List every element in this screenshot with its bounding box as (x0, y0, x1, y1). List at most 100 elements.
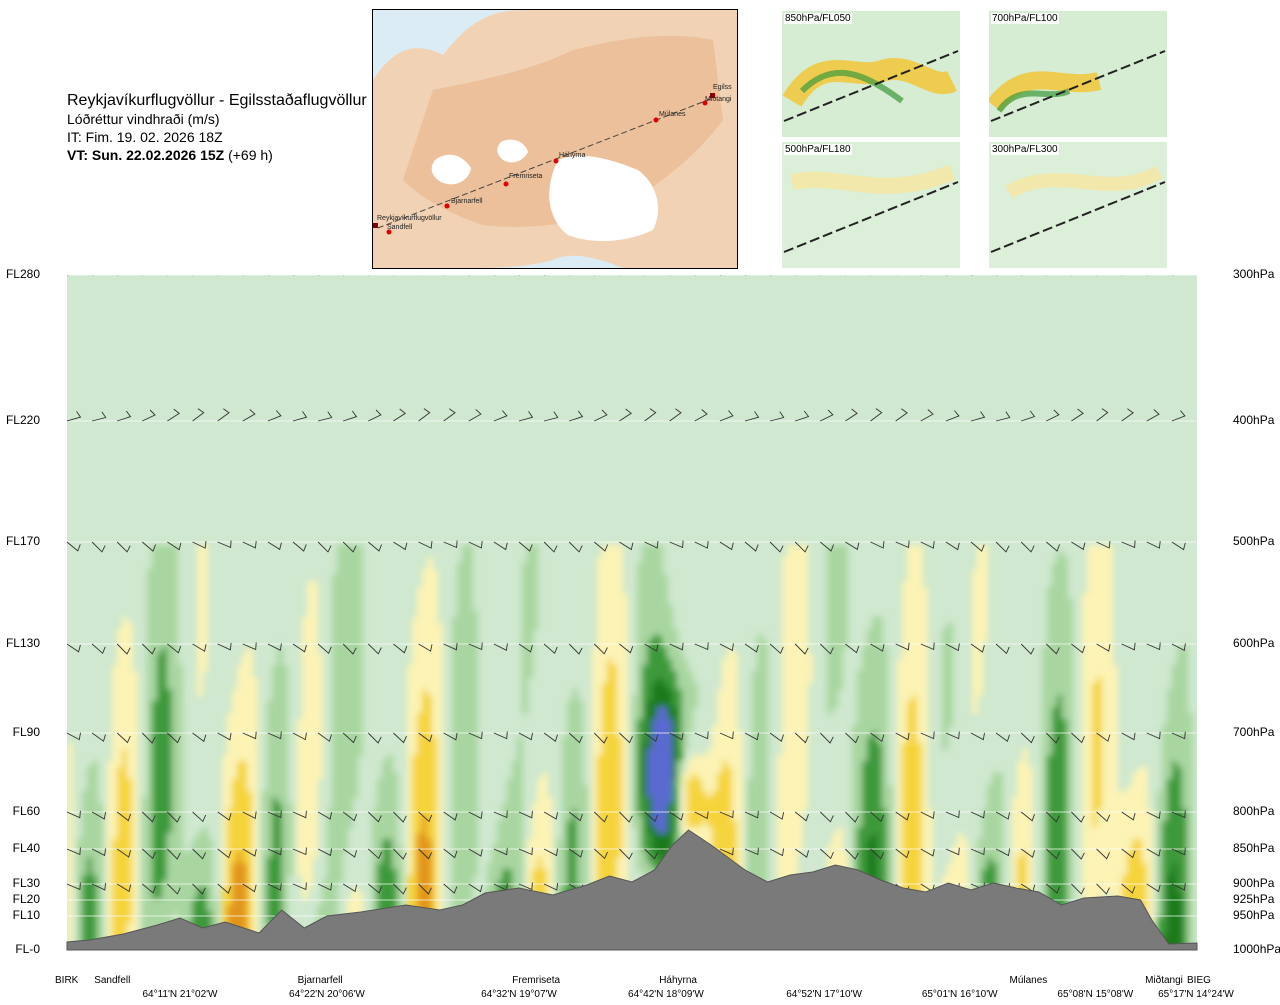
velocity-cell (247, 893, 253, 900)
velocity-cell (332, 677, 338, 684)
velocity-cell (242, 833, 248, 840)
velocity-cell (617, 737, 623, 744)
velocity-cell (472, 647, 478, 654)
velocity-cell (697, 827, 703, 834)
velocity-cell (317, 671, 323, 678)
velocity-cell (452, 863, 458, 870)
velocity-cell (112, 743, 118, 750)
velocity-cell (227, 761, 233, 768)
velocity-cell (177, 725, 183, 732)
velocity-cell (132, 797, 138, 804)
velocity-cell (122, 773, 128, 780)
velocity-cell (167, 605, 173, 612)
velocity-cell (462, 893, 468, 900)
velocity-cell (252, 803, 258, 810)
velocity-cell (527, 611, 533, 618)
velocity-cell (357, 737, 363, 744)
velocity-cell (432, 701, 438, 708)
velocity-cell (132, 893, 138, 900)
velocity-cell (462, 779, 468, 786)
velocity-cell (657, 803, 663, 810)
velocity-cell (167, 911, 173, 918)
velocity-cell (262, 851, 268, 858)
velocity-cell (727, 689, 733, 696)
velocity-cell (597, 707, 603, 714)
velocity-cell (637, 713, 643, 720)
velocity-cell (452, 629, 458, 636)
velocity-cell (672, 683, 678, 690)
velocity-cell (722, 779, 728, 786)
velocity-cell (172, 839, 178, 846)
velocity-cell (152, 767, 158, 774)
velocity-cell (77, 875, 83, 882)
velocity-cell (67, 797, 73, 804)
velocity-cell (727, 827, 733, 834)
velocity-cell (202, 569, 208, 576)
velocity-cell (647, 749, 653, 756)
velocity-cell (707, 833, 713, 840)
velocity-cell (92, 767, 98, 774)
velocity-cell (152, 707, 158, 714)
velocity-cell (202, 665, 208, 672)
velocity-cell (567, 707, 573, 714)
velocity-cell (592, 725, 598, 732)
velocity-cell (112, 905, 118, 912)
velocity-cell (697, 773, 703, 780)
velocity-cell (412, 887, 418, 894)
velocity-cell (337, 827, 343, 834)
velocity-cell (422, 599, 428, 606)
velocity-cell (637, 731, 643, 738)
velocity-cell (357, 647, 363, 654)
velocity-cell (687, 707, 693, 714)
velocity-cell (462, 767, 468, 774)
velocity-cell (117, 635, 123, 642)
velocity-cell (337, 857, 343, 864)
velocity-cell (612, 821, 618, 828)
velocity-cell (432, 599, 438, 606)
velocity-cell (337, 551, 343, 558)
velocity-cell (122, 653, 128, 660)
velocity-cell (712, 749, 718, 756)
velocity-cell (722, 659, 728, 666)
velocity-cell (582, 815, 588, 822)
velocity-cell (432, 773, 438, 780)
velocity-cell (607, 545, 613, 552)
velocity-cell (672, 695, 678, 702)
velocity-cell (662, 593, 668, 600)
velocity-cell (87, 875, 93, 882)
velocity-cell (267, 815, 273, 822)
velocity-cell (262, 815, 268, 822)
velocity-cell (237, 773, 243, 780)
velocity-cell (652, 689, 658, 696)
velocity-cell (512, 821, 518, 828)
velocity-cell (152, 785, 158, 792)
velocity-cell (352, 893, 358, 900)
velocity-cell (602, 563, 608, 570)
velocity-cell (312, 839, 318, 846)
velocity-cell (612, 569, 618, 576)
velocity-cell (232, 803, 238, 810)
velocity-cell (122, 749, 128, 756)
velocity-cell (342, 719, 348, 726)
velocity-cell (337, 701, 343, 708)
velocity-cell (717, 725, 723, 732)
velocity-cell (332, 665, 338, 672)
velocity-cell (457, 749, 463, 756)
velocity-cell (632, 815, 638, 822)
velocity-cell (462, 737, 468, 744)
velocity-cell (277, 671, 283, 678)
velocity-cell (267, 707, 273, 714)
velocity-cell (122, 821, 128, 828)
velocity-cell (162, 743, 168, 750)
velocity-cell (532, 599, 538, 606)
velocity-cell (607, 851, 613, 858)
velocity-cell (302, 629, 308, 636)
velocity-cell (342, 767, 348, 774)
velocity-cell (117, 653, 123, 660)
velocity-cell (417, 875, 423, 882)
velocity-cell (147, 611, 153, 618)
velocity-cell (92, 785, 98, 792)
velocity-cell (202, 887, 208, 894)
velocity-cell (307, 767, 313, 774)
velocity-cell (722, 803, 728, 810)
